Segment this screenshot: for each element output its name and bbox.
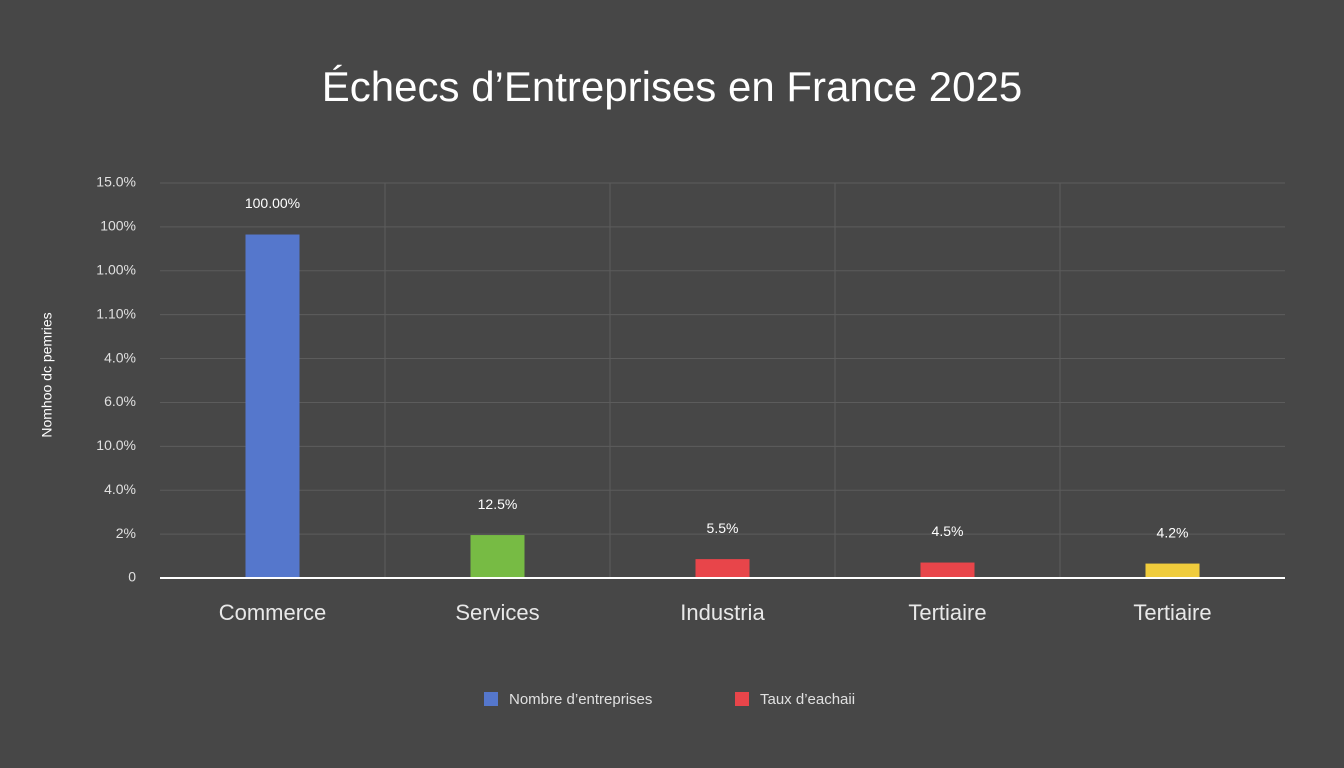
y-tick-label: 0	[128, 569, 136, 585]
bar	[1145, 563, 1200, 578]
y-tick-label: 4.0%	[104, 349, 136, 365]
y-tick-label: 2%	[116, 525, 136, 541]
value-label: 100.00%	[245, 195, 300, 211]
y-tick-label: 1.00%	[96, 261, 136, 277]
bar	[470, 535, 525, 578]
y-tick-label: 1.10%	[96, 305, 136, 321]
y-axis-title: Nomhoo dc pemries	[39, 312, 55, 437]
bar	[920, 562, 975, 578]
y-tick-label: 6.0%	[104, 393, 136, 409]
value-label: 4.5%	[932, 523, 964, 539]
x-tick-label: Commerce	[219, 600, 327, 625]
x-tick-label: Tertiaire	[1133, 600, 1211, 625]
bar	[695, 559, 750, 578]
y-tick-label: 10.0%	[96, 437, 136, 453]
legend-swatch	[735, 692, 749, 706]
chart-title: Échecs d’Entreprises en France 2025	[322, 63, 1022, 110]
legend-label: Nombre d’entreprises	[509, 691, 652, 708]
x-tick-label: Services	[455, 600, 539, 625]
y-tick-label: 4.0%	[104, 481, 136, 497]
value-label: 5.5%	[707, 520, 739, 536]
legend-swatch	[484, 692, 498, 706]
x-tick-label: Tertiaire	[908, 600, 986, 625]
value-label: 12.5%	[478, 496, 518, 512]
y-tick-label: 100%	[100, 218, 136, 234]
y-tick-label: 15.0%	[96, 174, 136, 190]
bar	[245, 234, 300, 579]
legend-label: Taux d’eachaii	[760, 691, 855, 708]
x-tick-label: Industria	[680, 600, 765, 625]
value-label: 4.2%	[1157, 524, 1189, 540]
